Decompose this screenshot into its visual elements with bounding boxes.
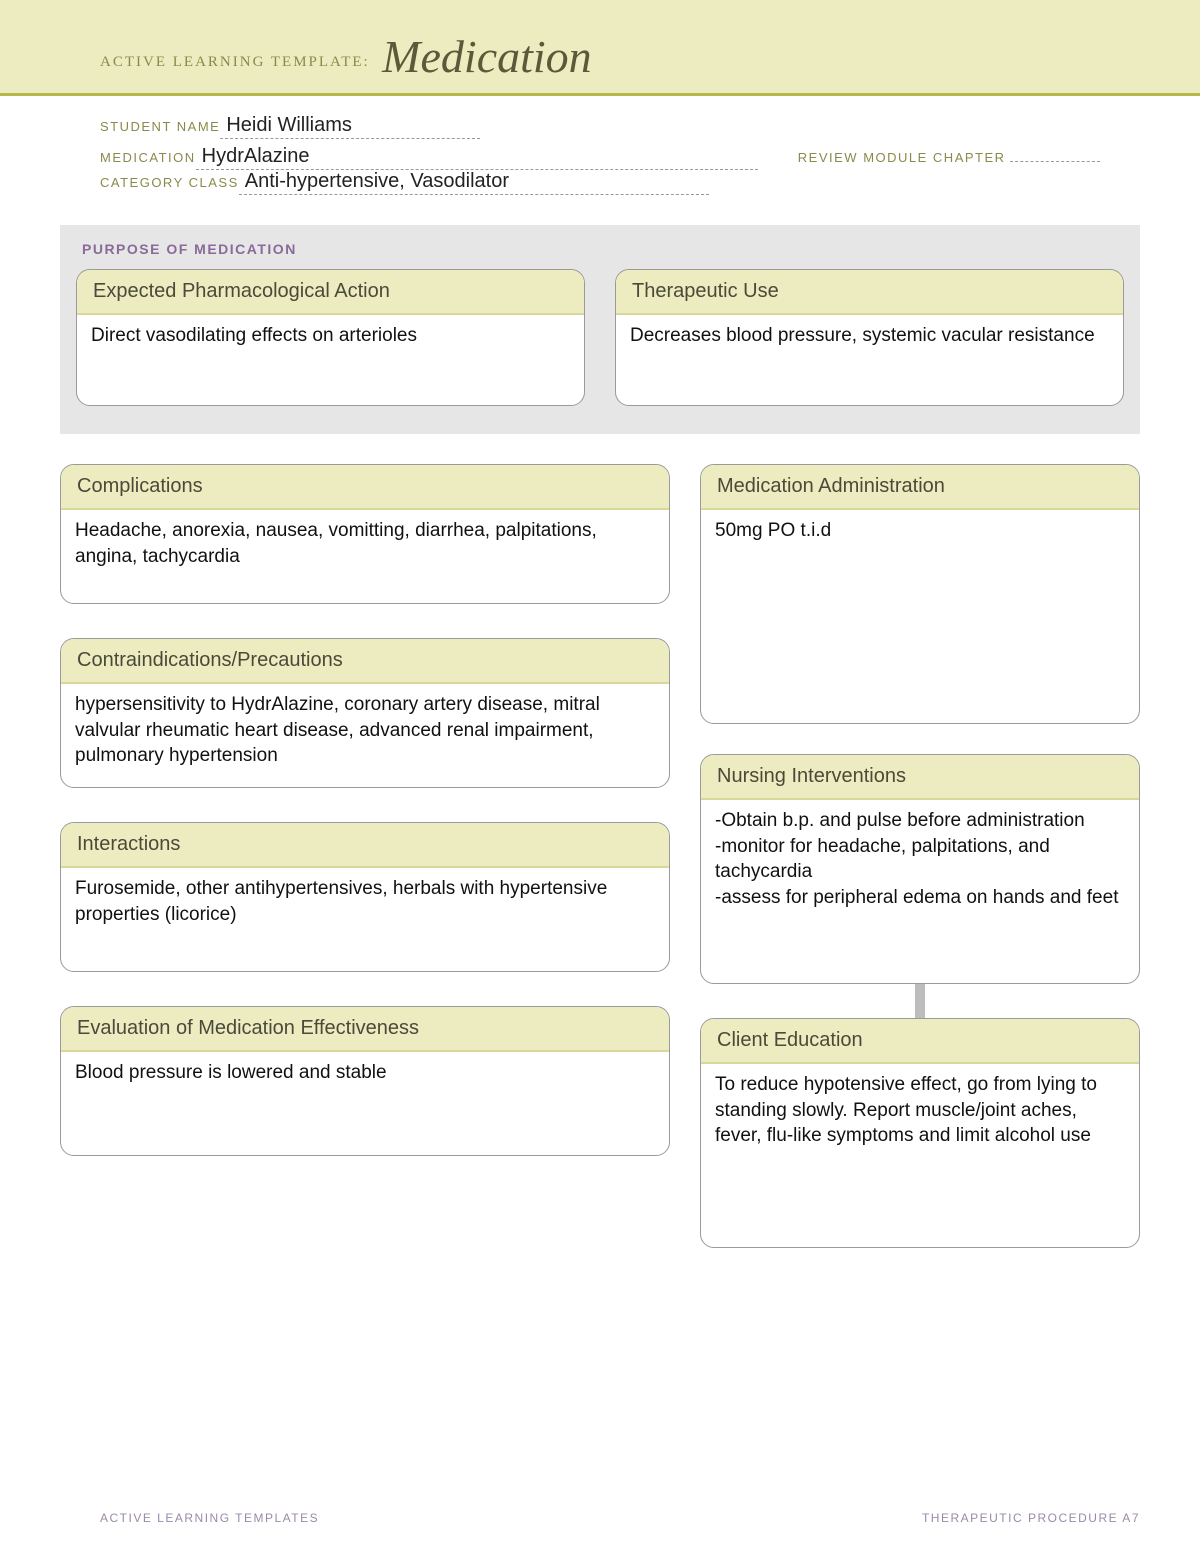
evaluation-title: Evaluation of Medication Effectiveness bbox=[61, 1007, 669, 1052]
medication-value: HydrAlazine bbox=[196, 145, 758, 170]
footer-left: ACTIVE LEARNING TEMPLATES bbox=[100, 1511, 319, 1525]
client-education-title: Client Education bbox=[701, 1019, 1139, 1064]
category-value: Anti-hypertensive, Vasodilator bbox=[239, 170, 709, 195]
connector-line bbox=[915, 984, 925, 1018]
page: ACTIVE LEARNING TEMPLATE: Medication STU… bbox=[0, 0, 1200, 1553]
header-band: ACTIVE LEARNING TEMPLATE: Medication bbox=[0, 0, 1200, 96]
left-column: Complications Headache, anorexia, nausea… bbox=[60, 464, 670, 1248]
administration-card: Medication Administration 50mg PO t.i.d bbox=[700, 464, 1140, 724]
complications-title: Complications bbox=[61, 465, 669, 510]
student-name-label: STUDENT NAME bbox=[100, 119, 220, 134]
administration-title: Medication Administration bbox=[701, 465, 1139, 510]
right-column: Medication Administration 50mg PO t.i.d … bbox=[700, 464, 1140, 1248]
therapeutic-use-title: Therapeutic Use bbox=[616, 270, 1123, 315]
student-info: STUDENT NAME Heidi Williams MEDICATION H… bbox=[0, 96, 1200, 211]
category-label: CATEGORY CLASS bbox=[100, 175, 239, 190]
evaluation-body: Blood pressure is lowered and stable bbox=[61, 1052, 669, 1155]
spacer bbox=[700, 724, 1140, 754]
student-name-row: STUDENT NAME Heidi Williams bbox=[100, 114, 1100, 139]
contraindications-body: hypersensitivity to HydrAlazine, coronar… bbox=[61, 684, 669, 787]
contraindications-card: Contraindications/Precautions hypersensi… bbox=[60, 638, 670, 788]
pharm-action-title: Expected Pharmacological Action bbox=[77, 270, 584, 315]
main-grid: Complications Headache, anorexia, nausea… bbox=[60, 464, 1140, 1248]
footer: ACTIVE LEARNING TEMPLATES THERAPEUTIC PR… bbox=[100, 1511, 1140, 1525]
review-module-line bbox=[1010, 148, 1100, 162]
evaluation-card: Evaluation of Medication Effectiveness B… bbox=[60, 1006, 670, 1156]
pharm-action-card: Expected Pharmacological Action Direct v… bbox=[76, 269, 585, 406]
medication-row: MEDICATION HydrAlazine REVIEW MODULE CHA… bbox=[100, 145, 1100, 170]
client-education-body: To reduce hypotensive effect, go from ly… bbox=[701, 1064, 1139, 1247]
client-education-card: Client Education To reduce hypotensive e… bbox=[700, 1018, 1140, 1248]
interactions-title: Interactions bbox=[61, 823, 669, 868]
purpose-section: PURPOSE OF MEDICATION Expected Pharmacol… bbox=[60, 225, 1140, 434]
therapeutic-use-card: Therapeutic Use Decreases blood pressure… bbox=[615, 269, 1124, 406]
interactions-card: Interactions Furosemide, other antihyper… bbox=[60, 822, 670, 972]
medication-label: MEDICATION bbox=[100, 150, 196, 165]
nursing-title: Nursing Interventions bbox=[701, 755, 1139, 800]
contraindications-title: Contraindications/Precautions bbox=[61, 639, 669, 684]
therapeutic-use-body: Decreases blood pressure, systemic vacul… bbox=[616, 315, 1123, 405]
complications-card: Complications Headache, anorexia, nausea… bbox=[60, 464, 670, 604]
header-prefix: ACTIVE LEARNING TEMPLATE: bbox=[100, 54, 370, 70]
student-name-value: Heidi Williams bbox=[220, 114, 480, 139]
administration-body: 50mg PO t.i.d bbox=[701, 510, 1139, 723]
category-row: CATEGORY CLASS Anti-hypertensive, Vasodi… bbox=[100, 170, 1100, 195]
nursing-body: -Obtain b.p. and pulse before administra… bbox=[701, 800, 1139, 983]
purpose-section-label: PURPOSE OF MEDICATION bbox=[82, 241, 1124, 257]
header-title: Medication bbox=[382, 31, 592, 82]
complications-body: Headache, anorexia, nausea, vomitting, d… bbox=[61, 510, 669, 603]
review-module-label: REVIEW MODULE CHAPTER bbox=[798, 150, 1006, 165]
footer-right: THERAPEUTIC PROCEDURE A7 bbox=[922, 1511, 1140, 1525]
nursing-card: Nursing Interventions -Obtain b.p. and p… bbox=[700, 754, 1140, 984]
interactions-body: Furosemide, other antihypertensives, her… bbox=[61, 868, 669, 971]
pharm-action-body: Direct vasodilating effects on arteriole… bbox=[77, 315, 584, 405]
